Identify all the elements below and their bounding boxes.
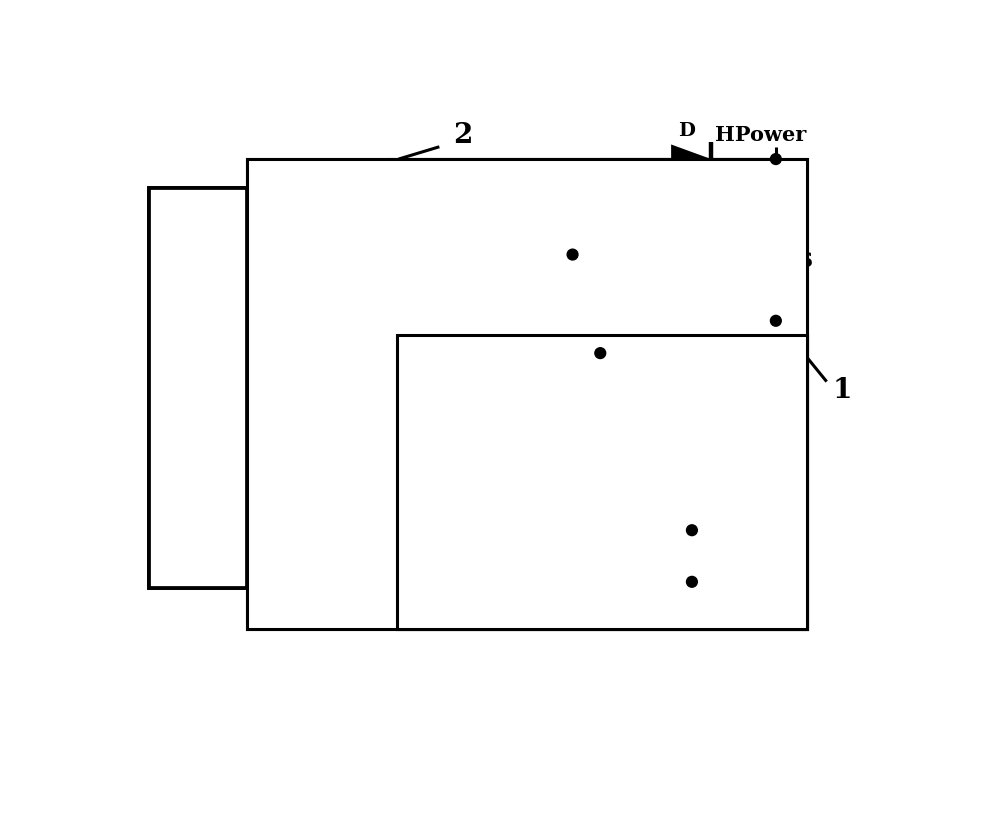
FancyBboxPatch shape xyxy=(683,530,701,571)
FancyBboxPatch shape xyxy=(397,334,807,628)
Text: D: D xyxy=(678,122,695,140)
Text: 2: 2 xyxy=(532,385,540,397)
Text: R: R xyxy=(709,537,724,556)
Text: R2: R2 xyxy=(384,367,403,380)
Text: R: R xyxy=(297,291,306,304)
Circle shape xyxy=(567,249,578,260)
Text: T: T xyxy=(723,439,736,457)
Text: HPower: HPower xyxy=(715,125,806,145)
FancyBboxPatch shape xyxy=(461,246,506,263)
Text: S: S xyxy=(797,251,813,271)
Text: R1: R1 xyxy=(647,277,666,290)
Text: U: U xyxy=(182,394,214,428)
FancyBboxPatch shape xyxy=(498,344,543,361)
FancyBboxPatch shape xyxy=(149,188,247,588)
Text: R: R xyxy=(472,218,487,235)
Circle shape xyxy=(770,315,781,326)
Text: 1: 1 xyxy=(832,376,852,404)
Text: F: F xyxy=(297,516,306,529)
Text: C: C xyxy=(297,437,307,451)
Text: 2: 2 xyxy=(453,122,472,148)
Text: C: C xyxy=(743,452,753,464)
FancyBboxPatch shape xyxy=(397,334,807,628)
FancyBboxPatch shape xyxy=(149,188,247,588)
Text: E: E xyxy=(184,286,212,320)
Circle shape xyxy=(595,348,606,359)
Text: T: T xyxy=(628,265,641,282)
Circle shape xyxy=(770,153,781,164)
Text: F: F xyxy=(727,549,736,562)
Text: Sig: Sig xyxy=(251,279,283,297)
Text: T: T xyxy=(367,355,381,373)
Text: Sig: Sig xyxy=(251,426,283,444)
FancyBboxPatch shape xyxy=(247,159,807,628)
Text: R: R xyxy=(509,373,524,391)
Circle shape xyxy=(687,525,697,535)
Circle shape xyxy=(687,577,697,587)
Text: 1: 1 xyxy=(495,230,503,242)
FancyBboxPatch shape xyxy=(247,159,807,628)
Text: C: C xyxy=(184,340,212,374)
Polygon shape xyxy=(671,144,711,173)
Text: Sig: Sig xyxy=(251,504,283,522)
